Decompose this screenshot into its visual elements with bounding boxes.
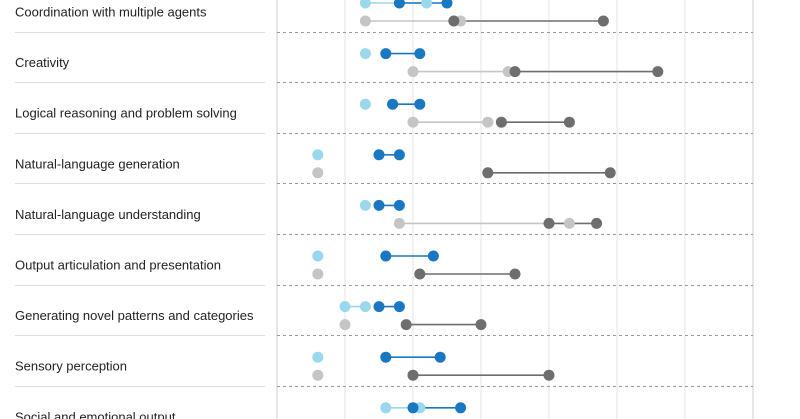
blue-dark-point (427, 250, 439, 262)
gray-light-point (407, 66, 419, 78)
gridlines (276, 0, 754, 419)
gray-dark-point (482, 167, 494, 179)
blue-dark-point (373, 301, 385, 313)
blue-light-point (359, 48, 371, 60)
gray-dark-point (448, 15, 460, 27)
blue-light-point (359, 301, 371, 313)
blue-dark-point (380, 250, 392, 262)
connector-lines (345, 2, 658, 409)
row-label: Natural-language generation (15, 156, 180, 171)
gray-light-point (312, 167, 324, 179)
gray-light-point (563, 217, 575, 229)
gray-light-point (339, 319, 351, 331)
gray-dark-point (475, 319, 487, 331)
blue-dark-point (393, 199, 405, 211)
blue-light-point (421, 0, 433, 9)
gray-light-point (312, 369, 324, 381)
gray-dark-point (400, 319, 412, 331)
blue-light-point (359, 0, 371, 9)
row-label: Generating novel patterns and categories (15, 308, 254, 323)
blue-light-point (312, 351, 324, 363)
row-labels: Coordination with multiple agents Creativ… (15, 5, 254, 419)
row-label: Logical reasoning and problem solving (15, 106, 237, 121)
gray-dark-point (591, 217, 603, 229)
gray-dark-point (509, 268, 521, 280)
blue-dark-point (407, 402, 419, 414)
blue-dark-point (373, 199, 385, 211)
blue-dark-point (373, 149, 385, 161)
blue-light-point (339, 301, 351, 313)
blue-dark-point (393, 149, 405, 161)
blue-light-point (380, 402, 392, 414)
row-separators (15, 32, 753, 387)
gray-dark-point (652, 66, 664, 78)
gray-dark-point (597, 15, 609, 27)
row-label: Output articulation and presentation (15, 258, 221, 273)
row-label: Natural-language understanding (15, 207, 201, 222)
blue-dark-point (441, 0, 453, 9)
gray-dark-point (543, 369, 555, 381)
blue-light-point (359, 98, 371, 110)
gray-dark-point (495, 116, 507, 128)
blue-dark-point (380, 351, 392, 363)
row-label: Sensory perception (15, 359, 127, 374)
blue-dark-point (414, 98, 426, 110)
gray-dark-point (414, 268, 426, 280)
gray-dark-point (407, 369, 419, 381)
blue-dark-point (393, 301, 405, 313)
gray-dark-point (563, 116, 575, 128)
blue-light-point (359, 199, 371, 211)
blue-dark-point (387, 98, 399, 110)
blue-dark-point (380, 48, 392, 60)
blue-light-point (312, 149, 324, 161)
blue-dark-point (414, 48, 426, 60)
blue-dark-point (434, 351, 446, 363)
blue-light-point (312, 250, 324, 262)
blue-dark-point (393, 0, 405, 9)
gray-dark-point (509, 66, 521, 78)
gray-dark-point (604, 167, 616, 179)
row-label: Creativity (15, 55, 70, 70)
data-points (312, 0, 664, 414)
gray-light-point (482, 116, 494, 128)
gray-light-point (312, 268, 324, 280)
blue-dark-point (455, 402, 467, 414)
gray-light-point (359, 15, 371, 27)
row-label: Coordination with multiple agents (15, 5, 207, 20)
row-label: Social and emotional output (15, 409, 176, 419)
gray-light-point (407, 116, 419, 128)
gray-dark-point (543, 217, 555, 229)
gray-light-point (393, 217, 405, 229)
